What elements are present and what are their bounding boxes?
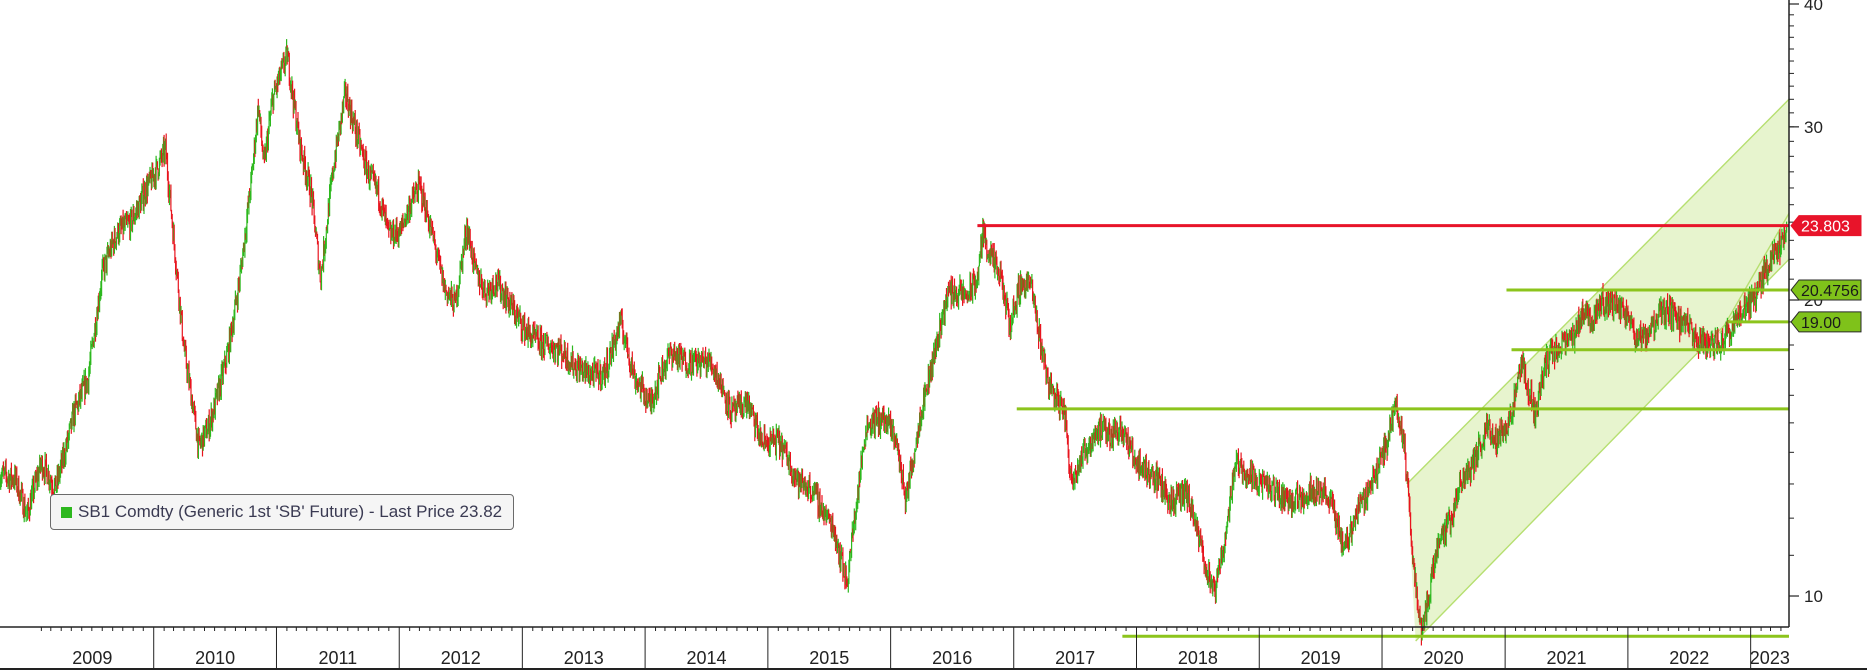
x-tick-label: 2010 bbox=[195, 648, 235, 668]
legend: SB1 Comdty (Generic 1st 'SB' Future) - L… bbox=[50, 494, 515, 530]
price-tag-label: 19.00 bbox=[1801, 315, 1841, 332]
price-series bbox=[0, 39, 1788, 646]
y-tick-label: 10 bbox=[1804, 587, 1823, 606]
x-tick-label: 2019 bbox=[1301, 648, 1341, 668]
price-tag-box bbox=[1790, 311, 1862, 333]
x-tick-label: 2018 bbox=[1178, 648, 1218, 668]
channel-fill bbox=[1406, 99, 1789, 642]
price-tag-label: 20.4756 bbox=[1801, 283, 1859, 300]
trend-channel bbox=[1406, 98, 1790, 642]
price-tag-box bbox=[1790, 279, 1862, 301]
channel-inner-line bbox=[1719, 212, 1790, 334]
y-tick-label: 30 bbox=[1804, 118, 1823, 137]
channel-upper-line bbox=[1406, 98, 1790, 485]
x-tick-label: 2012 bbox=[441, 648, 481, 668]
x-tick-label: 2015 bbox=[809, 648, 849, 668]
x-tick-label: 2017 bbox=[1055, 648, 1095, 668]
x-tick-label: 2022 bbox=[1669, 648, 1709, 668]
price-tag-box bbox=[1790, 215, 1862, 237]
horizontal-levels bbox=[977, 224, 1789, 638]
price-candles bbox=[0, 39, 1788, 646]
x-tick-label: 2020 bbox=[1424, 648, 1464, 668]
legend-swatch bbox=[61, 506, 72, 518]
price-tags: 23.803 20.4756 19.00 bbox=[1790, 215, 1862, 333]
legend-label: SB1 Comdty (Generic 1st 'SB' Future) - L… bbox=[78, 502, 503, 521]
x-tick-label: 2023 bbox=[1750, 648, 1790, 668]
x-tick-label: 2021 bbox=[1546, 648, 1586, 668]
x-tick-label: 2016 bbox=[932, 648, 972, 668]
x-tick-label: 2011 bbox=[318, 648, 357, 668]
x-tick-label: 2013 bbox=[564, 648, 604, 668]
y-tick-label: 40 bbox=[1804, 0, 1823, 14]
x-tick-label: 2009 bbox=[72, 648, 112, 668]
price-tag-label: 23.803 bbox=[1801, 219, 1850, 236]
x-tick-label: 2014 bbox=[686, 648, 726, 668]
